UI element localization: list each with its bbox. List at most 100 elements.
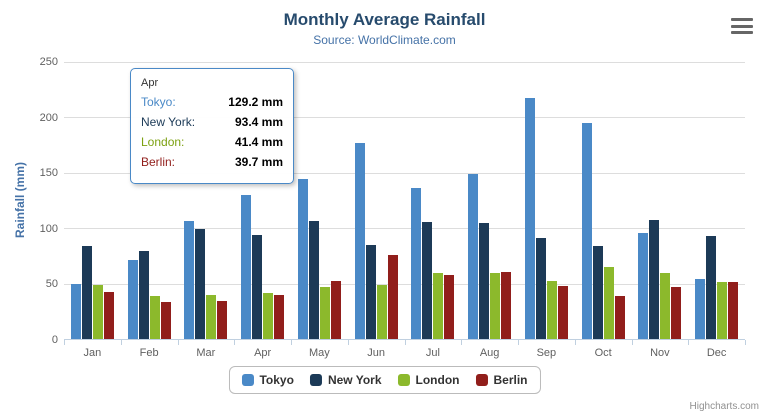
- bar-london-jul[interactable]: [433, 273, 444, 339]
- y-axis-tick-label: 250: [39, 56, 58, 68]
- x-axis-tick-label: May: [308, 347, 330, 359]
- x-axis-tick: [518, 340, 519, 345]
- bar-tokyo-mar[interactable]: [184, 220, 195, 339]
- x-axis-tick: [688, 340, 690, 345]
- bar-london-jan[interactable]: [92, 284, 103, 339]
- bar-london-may[interactable]: [319, 286, 330, 339]
- bar-berlin-aug[interactable]: [501, 271, 512, 339]
- bar-london-nov[interactable]: [660, 273, 671, 339]
- legend-label: New York: [327, 373, 382, 387]
- x-axis-tick: [347, 340, 349, 345]
- bar-berlin-mar[interactable]: [217, 300, 228, 339]
- bar-london-apr[interactable]: [263, 292, 274, 339]
- bar-tokyo-jan[interactable]: [70, 283, 81, 339]
- tooltip-series-name: Tokyo:: [141, 95, 176, 109]
- bar-london-jun[interactable]: [376, 285, 387, 339]
- bar-tokyo-sep[interactable]: [524, 98, 535, 339]
- bar-tokyo-may[interactable]: [297, 178, 308, 339]
- tooltip-series-name: London:: [141, 135, 185, 149]
- bar-london-sep[interactable]: [546, 280, 557, 339]
- bar-new-york-nov[interactable]: [649, 220, 660, 339]
- bar-new-york-jul[interactable]: [422, 222, 433, 339]
- legend-item-berlin[interactable]: Berlin: [475, 373, 528, 387]
- bar-new-york-mar[interactable]: [195, 229, 206, 339]
- bar-new-york-aug[interactable]: [479, 223, 490, 339]
- tooltip-series-name: Berlin:: [141, 155, 176, 169]
- gridline: [64, 172, 745, 174]
- tooltip-series-value: 129.2 mm: [228, 95, 283, 109]
- x-axis-tick: [631, 340, 633, 345]
- bar-new-york-jan[interactable]: [81, 246, 92, 339]
- bar-berlin-sep[interactable]: [557, 286, 568, 339]
- hamburger-line: [731, 18, 753, 21]
- x-axis-tick-label: Jun: [367, 347, 385, 359]
- tooltip-series-value: 93.4 mm: [234, 115, 283, 129]
- gridline: [64, 228, 745, 230]
- bar-new-york-apr[interactable]: [252, 235, 263, 339]
- bar-tokyo-aug[interactable]: [468, 173, 479, 339]
- bar-london-feb[interactable]: [149, 295, 160, 339]
- bar-new-york-dec[interactable]: [706, 236, 717, 339]
- bar-tokyo-jun[interactable]: [354, 143, 365, 339]
- bar-berlin-apr[interactable]: [274, 294, 285, 339]
- bar-berlin-jan[interactable]: [103, 291, 114, 339]
- bar-new-york-oct[interactable]: [592, 246, 603, 339]
- bar-new-york-jun[interactable]: [365, 245, 376, 339]
- y-axis-title: Rainfall (mm): [13, 161, 27, 239]
- x-axis-tick: [291, 340, 292, 345]
- bar-group-may: [291, 62, 348, 339]
- bar-london-mar[interactable]: [206, 295, 217, 339]
- bar-new-york-sep[interactable]: [535, 237, 546, 339]
- bar-berlin-feb[interactable]: [160, 302, 171, 339]
- x-axis-tick-label: Dec: [706, 347, 727, 359]
- legend-item-tokyo[interactable]: Tokyo: [241, 373, 294, 387]
- tooltip-row: Tokyo: 129.2 mm: [141, 95, 283, 109]
- bar-berlin-may[interactable]: [330, 280, 341, 339]
- bar-group-jun: [348, 62, 405, 339]
- legend-label: Berlin: [493, 373, 528, 387]
- bar-group-aug: [461, 62, 518, 339]
- bar-london-dec[interactable]: [717, 282, 728, 339]
- hamburger-line: [731, 31, 753, 34]
- bar-berlin-jul[interactable]: [444, 275, 455, 339]
- bar-berlin-jun[interactable]: [387, 255, 398, 339]
- bar-tokyo-apr[interactable]: [241, 195, 252, 339]
- bar-berlin-oct[interactable]: [614, 295, 625, 339]
- x-axis-tick: [461, 340, 463, 345]
- bar-group-jul: [405, 62, 462, 339]
- bar-london-oct[interactable]: [603, 266, 614, 339]
- x-axis-tick-label: Jan: [83, 347, 102, 359]
- x-axis-tick-label: Oct: [594, 347, 612, 359]
- bar-berlin-dec[interactable]: [728, 282, 739, 339]
- x-axis-tick-label: Jul: [425, 347, 440, 359]
- tooltip-category: Apr: [141, 77, 159, 89]
- y-axis-tick-label: 50: [45, 278, 58, 291]
- x-axis-tick: [120, 340, 122, 345]
- y-axis-tick-label: 200: [39, 111, 58, 124]
- bar-tokyo-oct[interactable]: [581, 123, 592, 339]
- tooltip-rows: Tokyo: 129.2 mm New York: 93.4 mm London: 41.…: [141, 95, 283, 169]
- bar-tokyo-feb[interactable]: [127, 259, 138, 339]
- bar-group-dec: [688, 62, 745, 339]
- legend-item-london[interactable]: London: [397, 373, 460, 387]
- x-axis-tick-label: Apr: [254, 347, 272, 359]
- bar-berlin-nov[interactable]: [671, 286, 682, 339]
- bar-new-york-may[interactable]: [308, 221, 319, 339]
- hamburger-line: [731, 24, 753, 28]
- bar-group-jan: [64, 62, 121, 339]
- legend-item-new-york[interactable]: New York: [309, 373, 382, 387]
- chart-subtitle: Source: WorldClimate.com: [313, 33, 456, 47]
- bar-tokyo-dec[interactable]: [695, 278, 706, 339]
- chart-title: Monthly Average Rainfall: [283, 10, 486, 29]
- credits-link[interactable]: Highcharts.com: [689, 401, 759, 412]
- hamburger-menu-icon[interactable]: [731, 18, 753, 34]
- legend-swatch: [397, 374, 410, 386]
- bar-group-feb: [121, 62, 178, 339]
- bar-group-sep: [518, 62, 575, 339]
- bar-london-aug[interactable]: [490, 272, 501, 339]
- legend: Tokyo New York London Berlin: [228, 366, 541, 394]
- bar-new-york-feb[interactable]: [138, 251, 149, 339]
- bar-tokyo-jul[interactable]: [411, 188, 422, 339]
- bar-tokyo-nov[interactable]: [638, 232, 649, 339]
